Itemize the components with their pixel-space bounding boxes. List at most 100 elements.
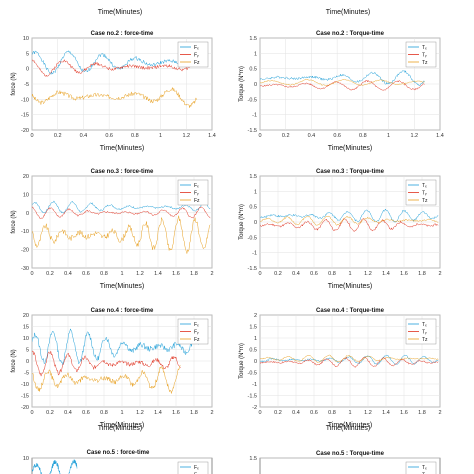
x-tick-label: 0.6 [105,133,113,139]
x-tick-label: 0.2 [282,133,290,139]
y-axis-label: force (N) [11,349,17,372]
x-tick-label: 0.8 [100,410,108,416]
x-tick-label: 1.4 [436,133,444,139]
legend-entry: Fᵧ [194,473,199,474]
legend-entry: Fᵧ [194,330,199,336]
chart-7: 10FₓFᵧFz [23,456,213,474]
series-line-fz [32,215,211,254]
y-tick-label: -20 [21,405,29,411]
legend-entry: Fᵧ [194,191,199,197]
x-tick-label: 0 [258,271,261,277]
x-tick-label: 1.4 [154,410,162,416]
chart-title: Case no.2 : Torque-time [316,31,385,37]
y-tick-label: 0.5 [249,67,257,73]
x-tick-label: 0.2 [46,271,54,277]
series-line-tz [260,354,439,363]
y-tick-label: 1.5 [249,456,257,462]
series-line-ty [260,218,439,232]
y-tick-label: 10 [23,456,29,462]
legend-entry: Tᵧ [422,473,427,474]
y-tick-label: 0.5 [249,348,257,354]
y-tick-label: -0.5 [248,371,257,377]
y-tick-label: 10 [23,192,29,198]
y-tick-label: -10 [21,382,29,388]
x-tick-label: 1 [348,271,351,277]
series-line-tz [260,78,425,87]
legend-entry: Fz [194,60,200,66]
legend-entry: Fᵧ [194,53,199,59]
y-tick-label: -10 [21,229,29,235]
chart-2: 0 0.2 0.4 0.6 0.8 1 1.2 1.4 -1.5 -1 -0.5 0 0.5 1 1.5 Ca… [239,31,444,152]
y-tick-label: 15 [23,325,29,331]
x-axis-label: Time(Minutes) [328,422,372,429]
y-tick-label: 2 [254,313,257,319]
legend-entry: Tₓ [422,322,427,328]
y-tick-label: 1.5 [249,174,257,180]
x-tick-label: 1.2 [136,410,144,416]
bottom-xlabel-left: Time(Minutes) [98,425,142,432]
y-tick-label: -0.5 [248,97,257,103]
y-tick-label: -2 [252,405,257,411]
x-tick-label: 2 [210,271,213,277]
x-tick-label: 1.6 [172,271,180,277]
series-line-ty [260,356,439,368]
x-tick-label: 1 [348,410,351,416]
y-tick-label: -10 [21,97,29,103]
x-tick-label: 1.6 [400,271,408,277]
x-tick-label: 0.6 [82,271,90,277]
legend-entry: Tz [422,60,428,66]
x-tick-label: 2 [210,410,213,416]
x-tick-label: 1.4 [154,271,162,277]
x-tick-label: 0.2 [46,410,54,416]
y-tick-label: 0 [254,220,257,226]
legend-box [405,461,437,474]
top-xlabel-left: Time(Minutes) [98,9,142,16]
x-tick-label: 1.2 [410,133,418,139]
legend-entry: Fₓ [194,183,199,189]
y-tick-label: 1.5 [249,36,257,42]
x-tick-label: 1.4 [382,410,390,416]
legend-entry: Fz [194,198,200,204]
x-tick-label: 1 [120,271,123,277]
legend-entry: Tₓ [422,465,427,471]
chart-title: Case no.5 : Torque-time [316,451,385,457]
x-tick-label: 0.4 [80,133,88,139]
x-axis-label: Time(Minutes) [328,283,372,290]
x-tick-label: 1.4 [208,133,216,139]
x-axis-label: Time(Minutes) [100,422,144,429]
y-tick-label: 20 [23,313,29,319]
chart-title: Case no.4 : force-time [91,308,154,314]
legend-entry: Tz [422,337,428,343]
y-tick-label: -5 [24,82,29,88]
x-tick-label: 0.8 [328,271,336,277]
chart-3: 0 0.2 0.4 0.6 0.8 1 1.2 1.4 1.6 1.8 2 -30 -20 -10 0 10 2… [11,169,214,290]
series-line-fz [32,86,197,108]
x-tick-label: 1.8 [190,410,198,416]
x-tick-label: 0.6 [82,410,90,416]
x-tick-label: 2 [438,410,441,416]
x-axis-label: Time(Minutes) [100,283,144,290]
x-tick-label: 0.4 [64,410,72,416]
series-line-tx [260,70,425,86]
x-tick-label: 1.2 [182,133,190,139]
x-tick-label: 0 [258,133,261,139]
y-tick-label: 1 [254,336,257,342]
x-tick-label: 1.2 [136,271,144,277]
x-tick-label: 0.4 [308,133,316,139]
x-axis-label: Time(Minutes) [100,145,144,152]
y-tick-label: 1 [254,189,257,195]
series-line-fx [32,50,197,76]
legend-entry: Tᵧ [422,191,427,197]
x-tick-label: 0.4 [292,410,300,416]
legend-entry: Tᵧ [422,53,427,59]
y-tick-label: -20 [21,248,29,254]
y-tick-label: 0.5 [249,205,257,211]
y-tick-label: -0.5 [248,235,257,241]
y-tick-label: -30 [21,266,29,272]
series-line-tz [260,215,439,226]
x-tick-label: 0.6 [310,271,318,277]
y-tick-label: 0 [254,82,257,88]
x-tick-label: 0.2 [274,271,282,277]
series-line-fy [32,58,197,78]
